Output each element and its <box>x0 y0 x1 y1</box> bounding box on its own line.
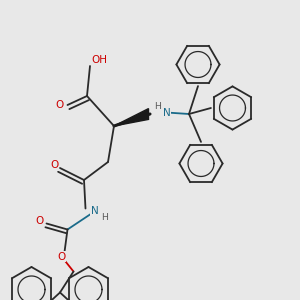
Text: N: N <box>91 206 98 217</box>
Text: O: O <box>56 100 64 110</box>
Polygon shape <box>114 109 148 126</box>
Text: O: O <box>57 251 66 262</box>
Text: O: O <box>36 215 44 226</box>
Text: H: H <box>102 213 108 222</box>
Text: O: O <box>50 160 58 170</box>
Text: N: N <box>163 107 170 118</box>
Text: H: H <box>154 102 161 111</box>
Text: OH: OH <box>92 55 107 65</box>
